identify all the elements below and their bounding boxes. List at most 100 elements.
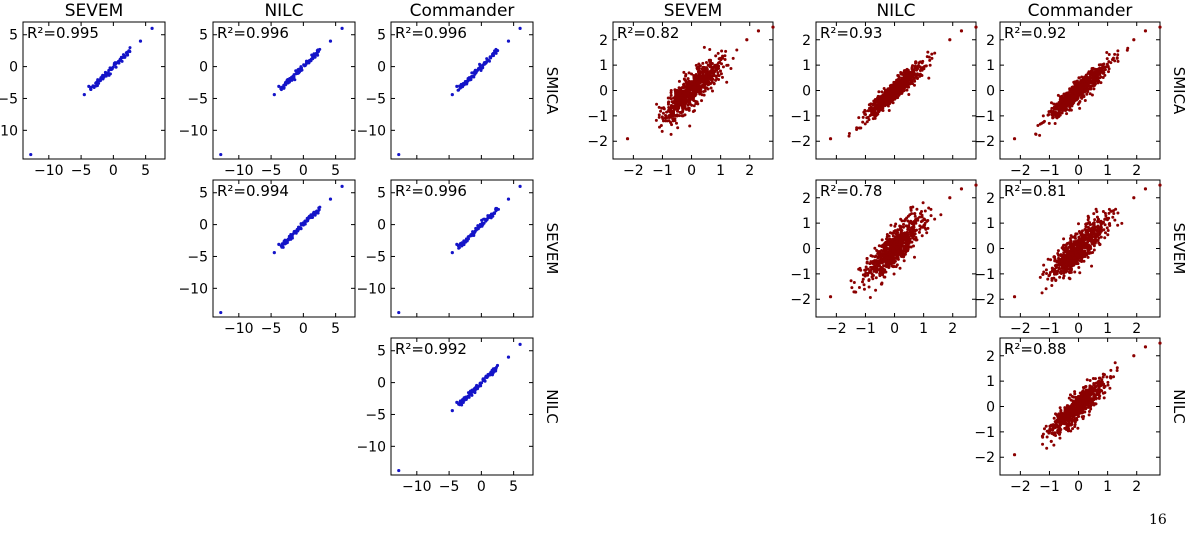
scatter-point — [1050, 278, 1054, 282]
scatter-point — [1046, 277, 1050, 281]
scatter-point — [1084, 222, 1088, 226]
scatter-point — [892, 87, 896, 91]
scatter-point — [1068, 87, 1072, 91]
scatter-point — [1087, 413, 1091, 417]
column-title: Commander — [1028, 1, 1133, 21]
scatter-point — [709, 65, 713, 69]
scatter-point — [1063, 98, 1067, 102]
y-tick-label: 2 — [986, 191, 995, 207]
scatter-point — [909, 230, 913, 234]
scatter-point — [891, 83, 895, 87]
scatter-point — [219, 310, 223, 315]
scatter-point — [1073, 270, 1077, 274]
scatter-point — [887, 234, 891, 238]
scatter-point — [294, 231, 298, 235]
scatter-point — [700, 70, 704, 74]
y-tick-label: −2 — [587, 134, 608, 150]
scatter-point — [290, 234, 294, 238]
scatter-point — [1107, 53, 1111, 57]
scatter-point — [689, 94, 693, 98]
scatter-point — [1055, 102, 1059, 106]
scatter-point — [1069, 248, 1073, 252]
scatter-point — [1108, 386, 1112, 390]
scatter-point — [918, 60, 922, 64]
scatter-point — [906, 79, 910, 83]
y-tick-label: −5 — [187, 91, 208, 107]
scatter-point — [689, 80, 693, 84]
scatter-point — [1072, 98, 1076, 102]
scatter-point — [1073, 243, 1077, 247]
scatter-point — [1090, 241, 1094, 245]
scatter-point — [708, 48, 712, 52]
column-title: SEVEM — [65, 1, 124, 21]
scatter-point — [1143, 29, 1148, 33]
scatter-point — [685, 83, 689, 87]
scatter-point — [1075, 254, 1079, 258]
scatter-point — [299, 226, 303, 230]
column-title: Commander — [410, 1, 515, 21]
x-tick-label: 2 — [745, 163, 754, 179]
scatter-point — [657, 115, 661, 119]
scatter-point — [1111, 215, 1115, 219]
scatter-point — [87, 84, 91, 88]
scatter-point — [921, 201, 925, 205]
scatter-point — [1092, 83, 1096, 87]
scatter-point — [883, 251, 887, 255]
scatter-point — [930, 56, 934, 60]
scatter-point — [1089, 70, 1093, 74]
scatter-point — [1058, 406, 1062, 410]
scatter-point — [892, 89, 896, 93]
scatter-point — [857, 286, 861, 290]
scatter-point — [1089, 81, 1093, 85]
scatter-point — [674, 94, 678, 98]
scatter-point — [1103, 73, 1107, 77]
scatter-point — [1076, 102, 1080, 106]
scatter-point — [518, 26, 522, 30]
scatter-point — [1116, 53, 1120, 57]
scatter-point — [893, 97, 897, 101]
scatter-point — [1080, 91, 1084, 95]
row-label: SMICA — [1170, 67, 1188, 115]
scatter-point — [1094, 207, 1098, 211]
scatter-point — [1051, 423, 1055, 427]
scatter-point — [1067, 245, 1071, 249]
scatter-point — [1106, 228, 1110, 232]
scatter-point — [880, 282, 884, 286]
scatter-point — [909, 76, 913, 80]
scatter-point — [1055, 106, 1059, 110]
scatter-point — [1064, 243, 1068, 247]
scatter-point — [902, 74, 906, 78]
scatter-point — [902, 222, 906, 226]
scatter-point — [492, 54, 496, 58]
y-tick-label: −1 — [974, 267, 995, 283]
scatter-point — [496, 363, 500, 367]
scatter-point — [1102, 228, 1106, 232]
scatter-point — [317, 208, 321, 212]
scatter-point — [884, 89, 888, 93]
scatter-point — [869, 109, 873, 113]
scatter-point — [1062, 237, 1066, 241]
scatter-point — [694, 72, 698, 76]
x-tick-label: −5 — [261, 163, 282, 179]
scatter-point — [1068, 277, 1072, 281]
scatter-point — [684, 98, 688, 102]
r2-annotation: R²=0.93 — [820, 24, 882, 42]
scatter-point — [911, 73, 915, 77]
scatter-point — [710, 62, 714, 66]
scatter-point — [890, 231, 894, 235]
scatter-point — [710, 89, 714, 93]
x-tick-label: 1 — [1103, 321, 1112, 337]
scatter-point — [282, 239, 286, 243]
scatter-point — [1047, 110, 1051, 114]
scatter-point — [1046, 113, 1050, 117]
scatter-point — [1109, 209, 1113, 213]
scatter-point — [894, 88, 898, 92]
scatter-point — [1048, 273, 1052, 277]
scatter-point — [923, 226, 927, 230]
scatter-point — [1055, 269, 1059, 273]
scatter-point — [700, 84, 704, 88]
scatter-point — [893, 256, 897, 260]
y-tick-label: −2 — [974, 134, 995, 150]
scatter-point — [862, 283, 866, 287]
